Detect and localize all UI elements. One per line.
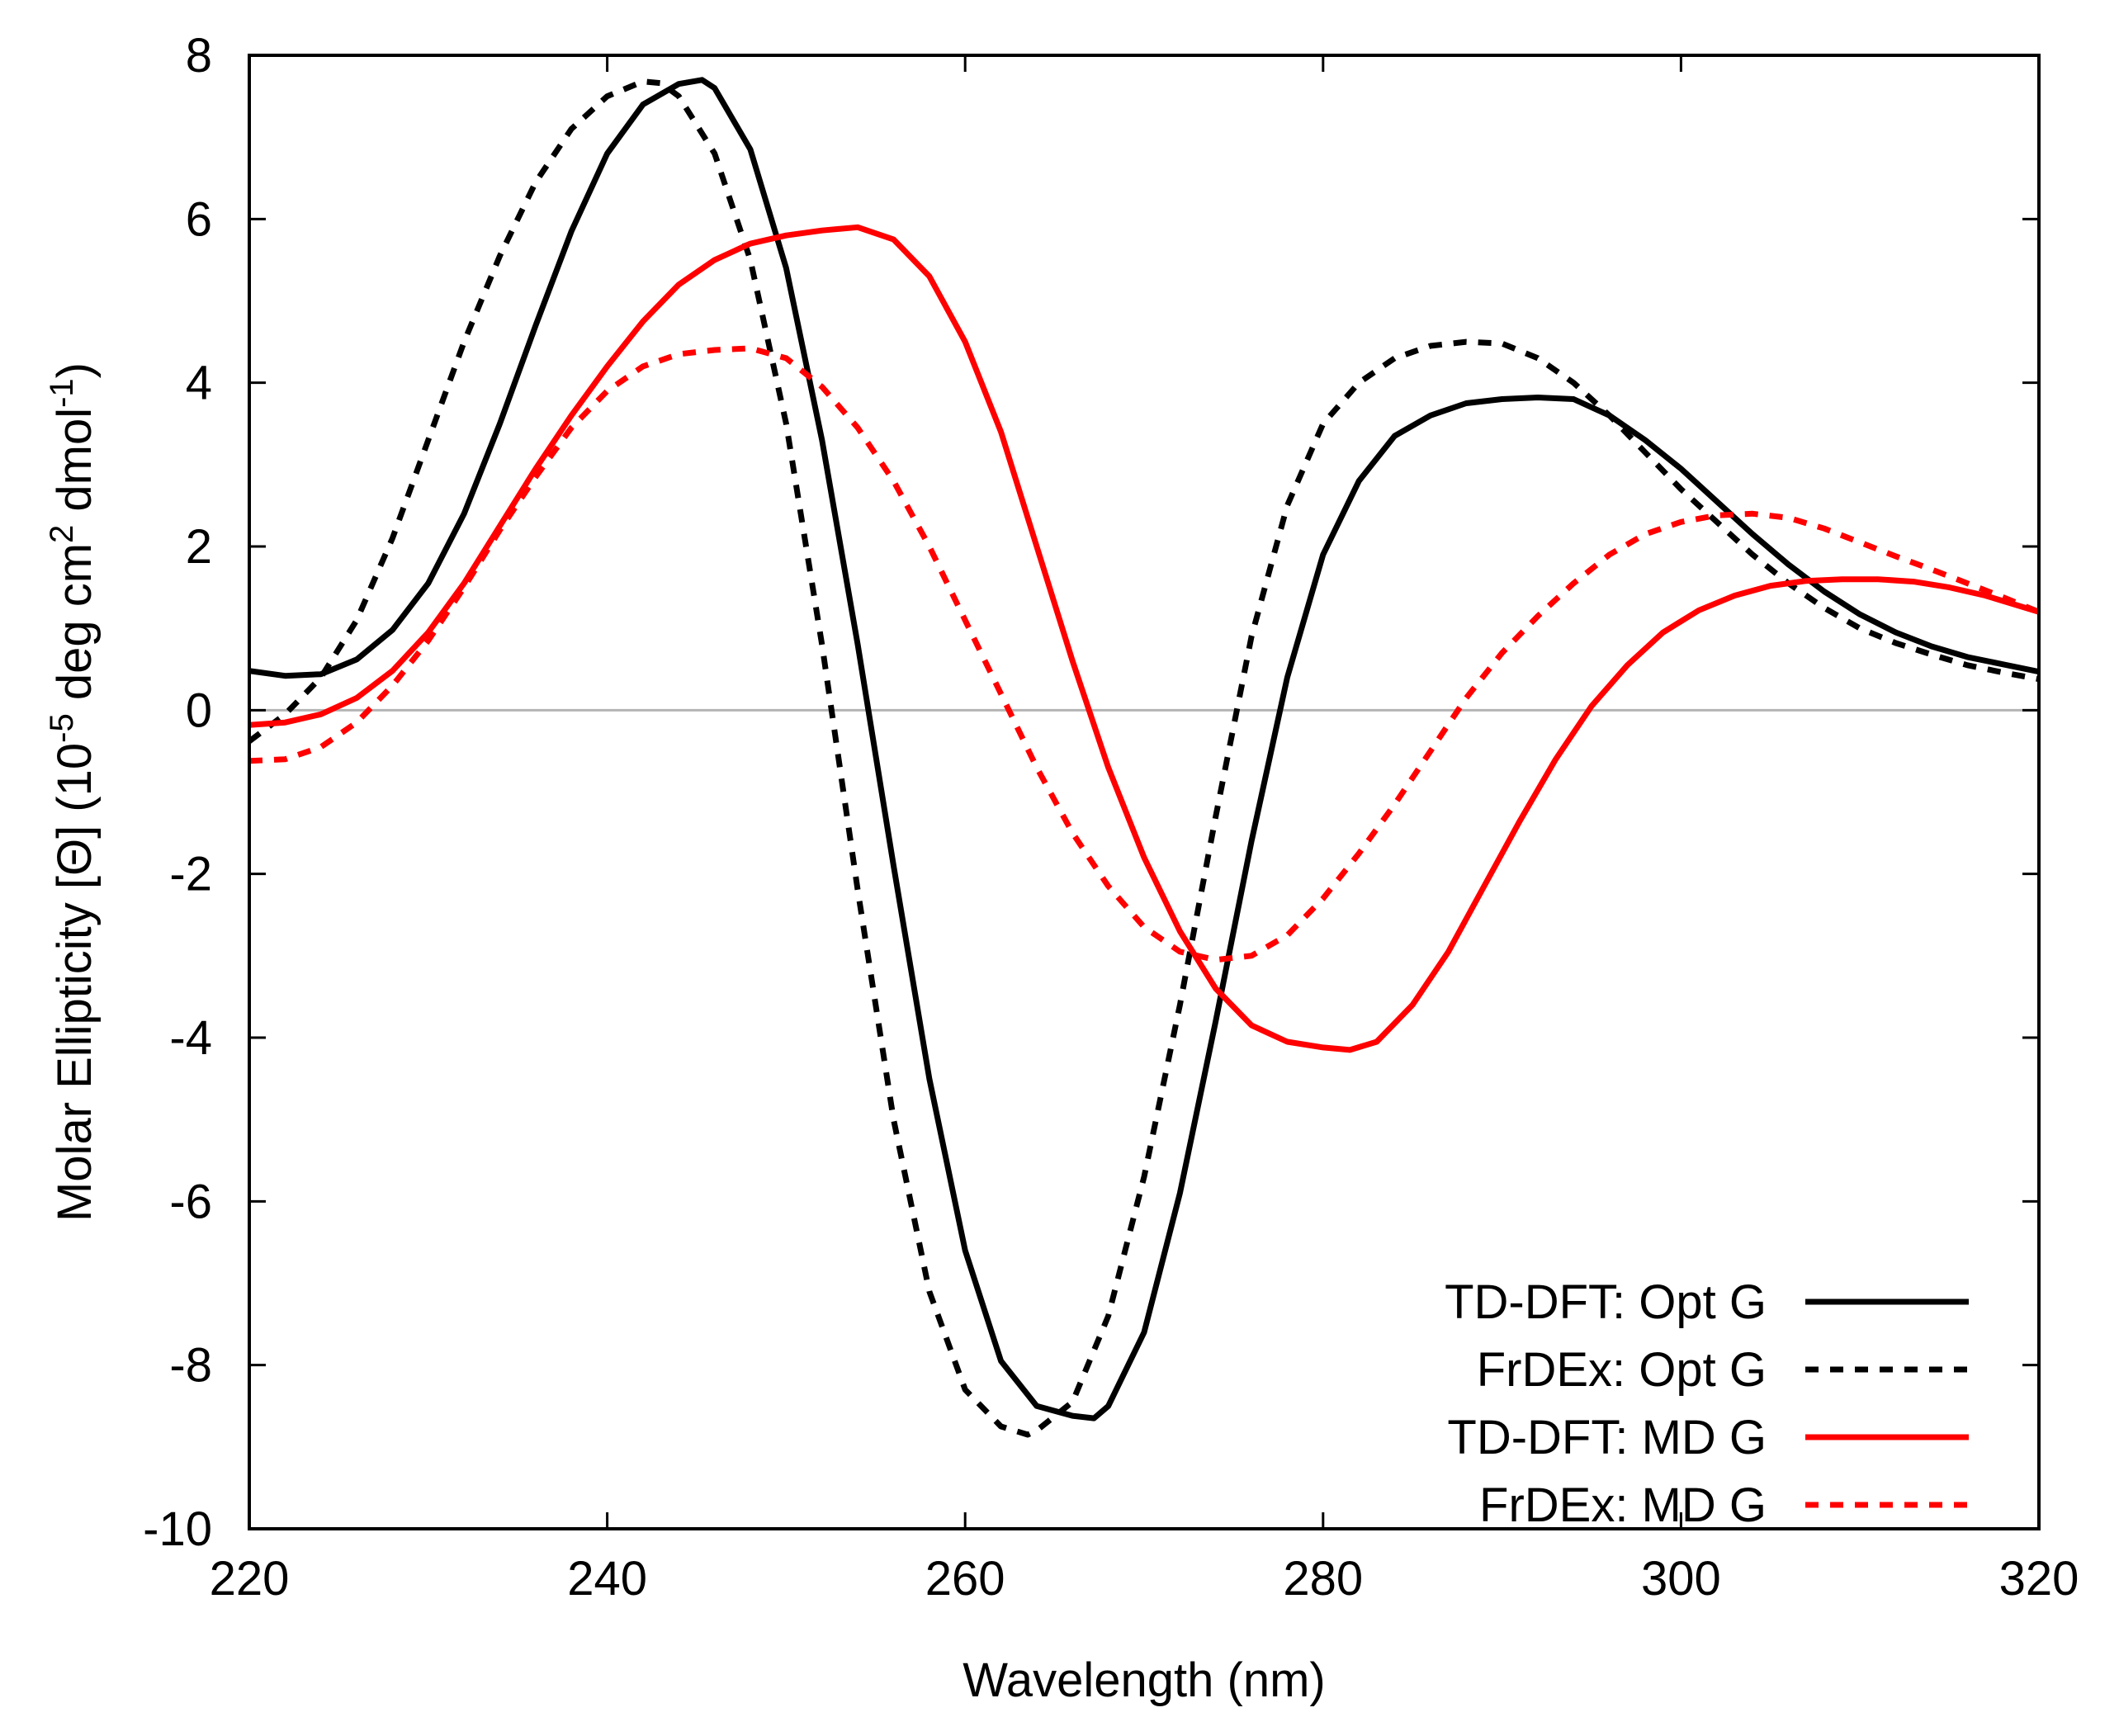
legend-label: FrDEx: MD G (1479, 1478, 1767, 1532)
x-tick-labels: 220 240 260 280 300 320 (210, 1552, 2079, 1606)
legend-label: TD-DFT: Opt G (1445, 1275, 1767, 1329)
y-tick-label: 4 (186, 357, 212, 410)
y-tick-label: -6 (169, 1175, 212, 1228)
y-tick-labels: -10 -8 -6 -4 -2 0 2 4 6 8 (143, 29, 212, 1556)
x-tick-label: 320 (1999, 1552, 2079, 1606)
x-tick-label: 280 (1283, 1552, 1363, 1606)
series-line-frdex-opt-g (249, 78, 2039, 1438)
y-tick-label: 8 (186, 29, 212, 83)
y-axis-title-part: ) (48, 362, 102, 378)
x-tick-label: 300 (1641, 1552, 1721, 1606)
plot-frame (248, 54, 2041, 1530)
y-tick-label: 6 (186, 192, 212, 246)
legend-label: TD-DFT: MD G (1447, 1411, 1767, 1464)
series-line-td-dft-md-g (249, 224, 2039, 1053)
y-tick-label: -8 (169, 1339, 212, 1393)
x-tick-label: 260 (925, 1552, 1005, 1606)
y-tick-label: 0 (186, 684, 212, 737)
y-tick-label: -2 (169, 848, 212, 901)
x-tick-label: 240 (567, 1552, 647, 1606)
y-tick-label: -10 (143, 1502, 212, 1556)
y-axis-title-part: dmol (48, 408, 102, 525)
y-tick-label: -4 (169, 1011, 212, 1065)
y-axis-title-part: Molar Ellipticity [Θ] (10 (48, 743, 102, 1222)
plot-series (249, 77, 2039, 1438)
x-axis-title: Wavelength (nm) (963, 1653, 1325, 1707)
x-tick-label: 220 (210, 1552, 290, 1606)
legend: TD-DFT: Opt G FrDEx: Opt G TD-DFT: MD G FrD… (1445, 1275, 1969, 1532)
legend-label: FrDEx: Opt G (1477, 1343, 1767, 1397)
y-axis-title: Molar Ellipticity [Θ] (10-5 deg cm2 dmol… (44, 362, 102, 1222)
y-axis-title-superscript: -5 (44, 713, 80, 743)
y-axis-title-part: deg cm (48, 543, 102, 713)
y-axis-title-superscript: 2 (44, 525, 80, 543)
y-tick-label: 2 (186, 520, 212, 574)
y-axis-title-superscript: -1 (44, 378, 80, 408)
